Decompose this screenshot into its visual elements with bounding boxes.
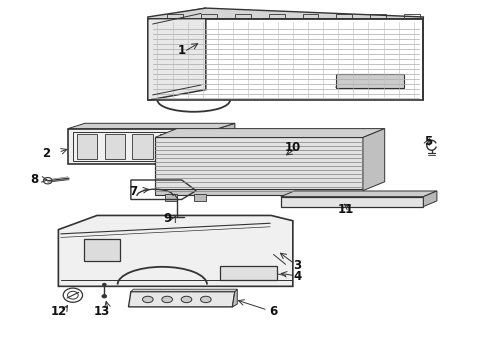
- Polygon shape: [423, 191, 436, 207]
- Bar: [68, 129, 218, 164]
- Circle shape: [102, 294, 106, 298]
- Bar: [187, 134, 208, 159]
- Bar: [73, 132, 213, 161]
- Polygon shape: [58, 215, 292, 286]
- Bar: [268, 14, 284, 18]
- Bar: [201, 14, 217, 18]
- Text: 8: 8: [30, 173, 38, 186]
- Text: 11: 11: [337, 203, 353, 216]
- Bar: [132, 134, 152, 159]
- Ellipse shape: [142, 296, 153, 303]
- Polygon shape: [336, 74, 403, 88]
- Text: 2: 2: [42, 147, 50, 160]
- Text: 10: 10: [284, 141, 300, 154]
- Bar: [302, 14, 318, 18]
- Bar: [160, 134, 180, 159]
- Polygon shape: [147, 8, 205, 100]
- Polygon shape: [362, 129, 384, 191]
- Polygon shape: [68, 123, 234, 129]
- Bar: [77, 134, 97, 159]
- Bar: [193, 194, 205, 201]
- Bar: [104, 134, 124, 159]
- Text: 9: 9: [163, 212, 171, 225]
- Text: 3: 3: [293, 258, 301, 271]
- Text: 13: 13: [94, 305, 110, 318]
- Polygon shape: [232, 289, 237, 307]
- Bar: [403, 14, 419, 18]
- Polygon shape: [280, 191, 436, 197]
- Ellipse shape: [181, 296, 191, 303]
- Bar: [220, 266, 277, 280]
- Bar: [164, 194, 177, 201]
- Bar: [319, 194, 331, 201]
- Text: 4: 4: [293, 270, 301, 283]
- Bar: [348, 194, 360, 201]
- Bar: [234, 14, 250, 18]
- Polygon shape: [218, 123, 234, 164]
- Polygon shape: [131, 289, 237, 292]
- Bar: [336, 14, 351, 18]
- Bar: [369, 14, 386, 18]
- Text: 6: 6: [269, 305, 277, 318]
- Bar: [167, 14, 183, 18]
- Bar: [84, 239, 120, 261]
- Bar: [155, 189, 362, 195]
- Polygon shape: [155, 129, 384, 138]
- Text: 12: 12: [50, 305, 66, 318]
- Polygon shape: [147, 8, 423, 19]
- Bar: [155, 138, 362, 191]
- Circle shape: [102, 283, 106, 286]
- Bar: [280, 197, 423, 207]
- Text: 1: 1: [177, 44, 185, 57]
- Ellipse shape: [200, 296, 211, 303]
- Ellipse shape: [162, 296, 172, 303]
- Text: 7: 7: [129, 185, 137, 198]
- Polygon shape: [128, 292, 234, 307]
- Text: 5: 5: [423, 135, 431, 148]
